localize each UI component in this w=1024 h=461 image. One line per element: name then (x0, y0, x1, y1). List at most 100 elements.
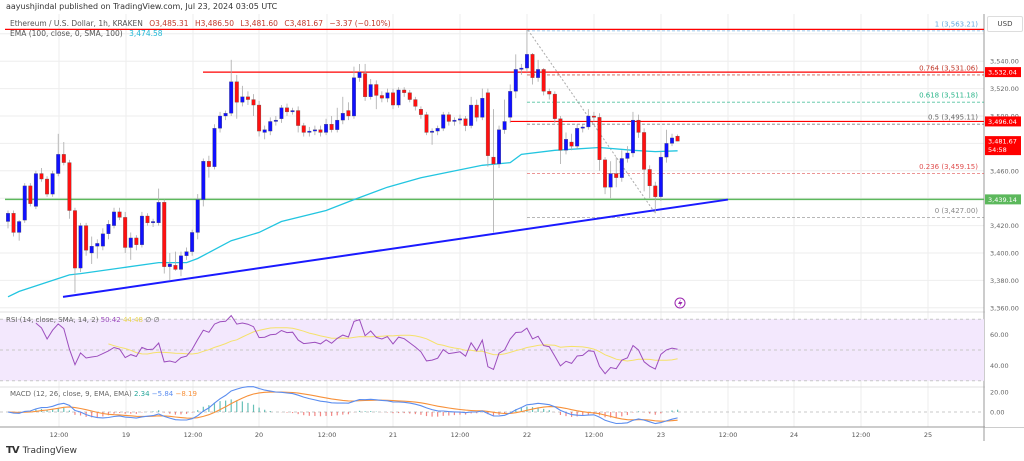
candle (89, 236, 94, 264)
alert-icon[interactable] (674, 297, 686, 309)
candle-body (179, 255, 183, 270)
candle (262, 125, 267, 140)
candle-body (17, 221, 22, 233)
time-tick-label: 12:00 (451, 431, 470, 439)
candle-body (675, 135, 680, 142)
candle-body (446, 114, 451, 122)
macd-legend: MACD (12, 26, close, 9, EMA, EMA) 2.34 −… (10, 390, 197, 398)
rsi-legend: RSI (14, close, SMA, 14, 2) 50.42 44.48 … (6, 316, 160, 324)
candle-body (45, 178, 50, 195)
time-tick-label: 12:00 (318, 431, 337, 439)
candle (173, 251, 178, 271)
candle-body (162, 202, 167, 267)
candle-body (463, 118, 468, 126)
candle (73, 207, 77, 293)
candle-body (524, 54, 529, 69)
candle (117, 207, 122, 221)
candle (22, 183, 27, 223)
candle-body (190, 232, 195, 252)
candle (625, 146, 630, 163)
candle-body (418, 109, 423, 115)
candle-body (11, 213, 16, 233)
candle-body (402, 89, 407, 93)
candle (441, 111, 446, 132)
candle (591, 111, 596, 122)
candle-body (296, 110, 301, 126)
candle-body (530, 54, 535, 78)
time-tick-label: 23 (657, 431, 665, 439)
candle-body (106, 224, 111, 234)
rsi-value: 50.42 (100, 316, 121, 324)
price-axis[interactable]: 3,540.003,520.003,500.003,460.003,420.00… (985, 14, 1024, 427)
candle (329, 116, 334, 133)
candle-body (335, 119, 340, 130)
price-tick-label: 3,400.00 (990, 250, 1019, 258)
time-axis[interactable]: 12:00 19 12:00 20 12:00 21 12:00 22 12:00 23 12:00… (50, 431, 933, 439)
last-price-tag-bg (985, 136, 1021, 156)
candle-body (95, 243, 100, 247)
candle (156, 188, 161, 226)
support-price-tag: 3,439.14 (988, 196, 1017, 204)
candle (385, 88, 390, 103)
candle (190, 229, 195, 256)
candle-body (552, 93, 557, 119)
time-tick-label: 20 (255, 431, 263, 439)
candle (474, 99, 479, 122)
candle-body (603, 159, 608, 188)
candle (642, 128, 647, 192)
ema-100-line (7, 146, 678, 298)
fib-label: 0.618 (3,511.18) (919, 92, 978, 100)
price-tick-label: 3,540.00 (990, 58, 1019, 66)
candle-body (100, 233, 105, 247)
candle-body (536, 69, 541, 78)
candle (268, 117, 273, 136)
candle (162, 199, 167, 274)
resistance-price-tag: 3,532.04 (988, 69, 1017, 77)
currency-button[interactable]: USD (987, 16, 1023, 32)
ohlc-change: −3.37 (−0.10%) (329, 19, 391, 28)
price-axis-bg (985, 14, 1024, 427)
support-price-tag-bg (985, 194, 1021, 205)
candle (407, 89, 412, 103)
price-tick-label: 3,360.00 (990, 304, 1019, 312)
candle (430, 128, 435, 145)
time-tick-label: 21 (389, 431, 397, 439)
ohlc-close: C3,481.67 (284, 19, 323, 28)
candle-body (134, 237, 139, 245)
candle (446, 111, 451, 126)
candle (45, 176, 50, 197)
candle (106, 220, 111, 240)
candle (195, 194, 200, 240)
candle (218, 111, 222, 133)
candle-body (513, 69, 518, 92)
candle (290, 107, 295, 115)
tradingview-logo-icon[interactable]: TV (6, 445, 20, 456)
candle-body (469, 104, 474, 126)
tradingview-logo-text[interactable]: TradingView (22, 445, 77, 456)
candle (229, 59, 234, 116)
time-tick-label: 24 (790, 431, 798, 439)
candle-body (642, 132, 647, 170)
candle-body (279, 107, 284, 119)
symbol-legend: Ethereum / U.S. Dollar, 1h, KRAKEN O3,48… (10, 19, 391, 28)
candle-body (201, 161, 206, 200)
candle-body (139, 215, 144, 245)
candle-body (569, 141, 574, 147)
time-tick-label: 12:00 (585, 431, 604, 439)
candle (39, 168, 44, 182)
price-tick-label: 3,420.00 (990, 222, 1019, 230)
resistance-price-tag: 3,496.04 (988, 118, 1017, 126)
candle-body (391, 92, 395, 106)
candle (519, 63, 524, 75)
time-tick-label: 19 (122, 431, 130, 439)
candle-body (363, 73, 368, 97)
time-tick-label: 12:00 (719, 431, 738, 439)
rsi-tick-label: 60.00 (990, 331, 1009, 339)
candle (524, 29, 529, 73)
candle-body (396, 89, 401, 106)
candle-body (78, 225, 83, 269)
candle (285, 103, 289, 116)
candle-body (564, 139, 568, 151)
fib-label: 0.5 (3,495.11) (928, 114, 978, 122)
